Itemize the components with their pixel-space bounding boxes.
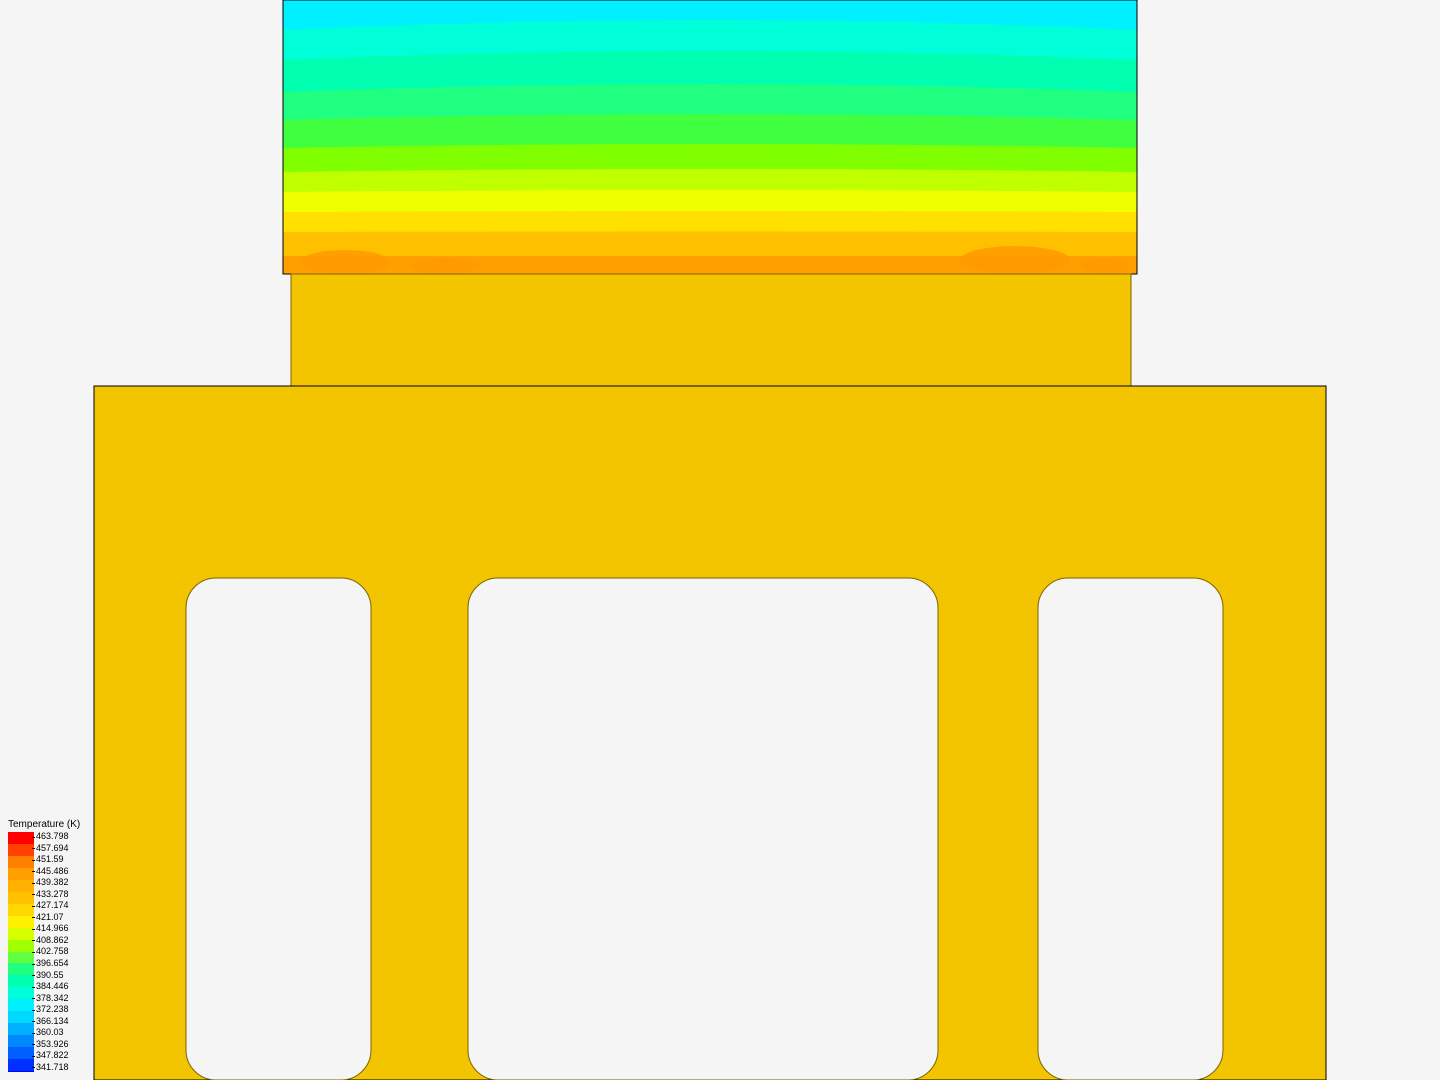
legend-label: 463.798 [36, 832, 69, 841]
legend-swatch [8, 844, 34, 856]
legend-label: 390.55 [36, 971, 69, 980]
legend-swatch [8, 963, 34, 975]
legend-label: 366.134 [36, 1017, 69, 1026]
legend-color-bar [8, 832, 34, 1072]
legend-label: 378.342 [36, 994, 69, 1003]
hot-spot [960, 246, 1070, 274]
plate-cutout [186, 578, 371, 1080]
plate-cutout [468, 578, 938, 1080]
legend-label: 439.382 [36, 878, 69, 887]
legend-label: 445.486 [36, 867, 69, 876]
legend-swatch [8, 1011, 34, 1023]
legend-swatch [8, 832, 34, 844]
legend-label: 414.966 [36, 924, 69, 933]
contour-region [283, 0, 1137, 276]
legend-label: 433.278 [36, 890, 69, 899]
legend-swatch [8, 1023, 34, 1035]
middle-box [291, 274, 1131, 386]
legend-label: 396.654 [36, 959, 69, 968]
simulation-viewport [0, 0, 1440, 1080]
legend-label: 360.03 [36, 1028, 69, 1037]
legend-label: 427.174 [36, 901, 69, 910]
legend-label: 457.694 [36, 844, 69, 853]
legend-label: 353.926 [36, 1040, 69, 1049]
legend-swatch [8, 856, 34, 868]
hot-spot [300, 250, 390, 274]
legend-label: 384.446 [36, 982, 69, 991]
legend-swatch [8, 892, 34, 904]
legend-swatch [8, 880, 34, 892]
color-legend: Temperature (K) 463.798 457.694 451.59 445.… [8, 819, 80, 1072]
legend-swatch [8, 928, 34, 940]
legend-swatch [8, 868, 34, 880]
legend-label: 451.59 [36, 855, 69, 864]
hot-spot [410, 258, 480, 274]
legend-swatch [8, 975, 34, 987]
legend-label: 408.862 [36, 936, 69, 945]
legend-swatch [8, 952, 34, 964]
legend-label: 402.758 [36, 947, 69, 956]
legend-swatch [8, 999, 34, 1011]
legend-swatch [8, 940, 34, 952]
hot-spot [1080, 258, 1130, 274]
lower-plate [94, 386, 1326, 1080]
legend-label: 372.238 [36, 1005, 69, 1014]
legend-swatch [8, 1047, 34, 1059]
legend-swatch [8, 987, 34, 999]
plate-cutout [1038, 578, 1223, 1080]
legend-swatch [8, 904, 34, 916]
legend-swatch [8, 1059, 34, 1071]
legend-swatch [8, 1035, 34, 1047]
legend-label: 341.718 [36, 1063, 69, 1072]
legend-label: 421.07 [36, 913, 69, 922]
legend-labels: 463.798 457.694 451.59 445.486 439.382 433.27… [36, 832, 69, 1072]
legend-title: Temperature (K) [8, 819, 80, 830]
legend-swatch [8, 916, 34, 928]
legend-label: 347.822 [36, 1051, 69, 1060]
